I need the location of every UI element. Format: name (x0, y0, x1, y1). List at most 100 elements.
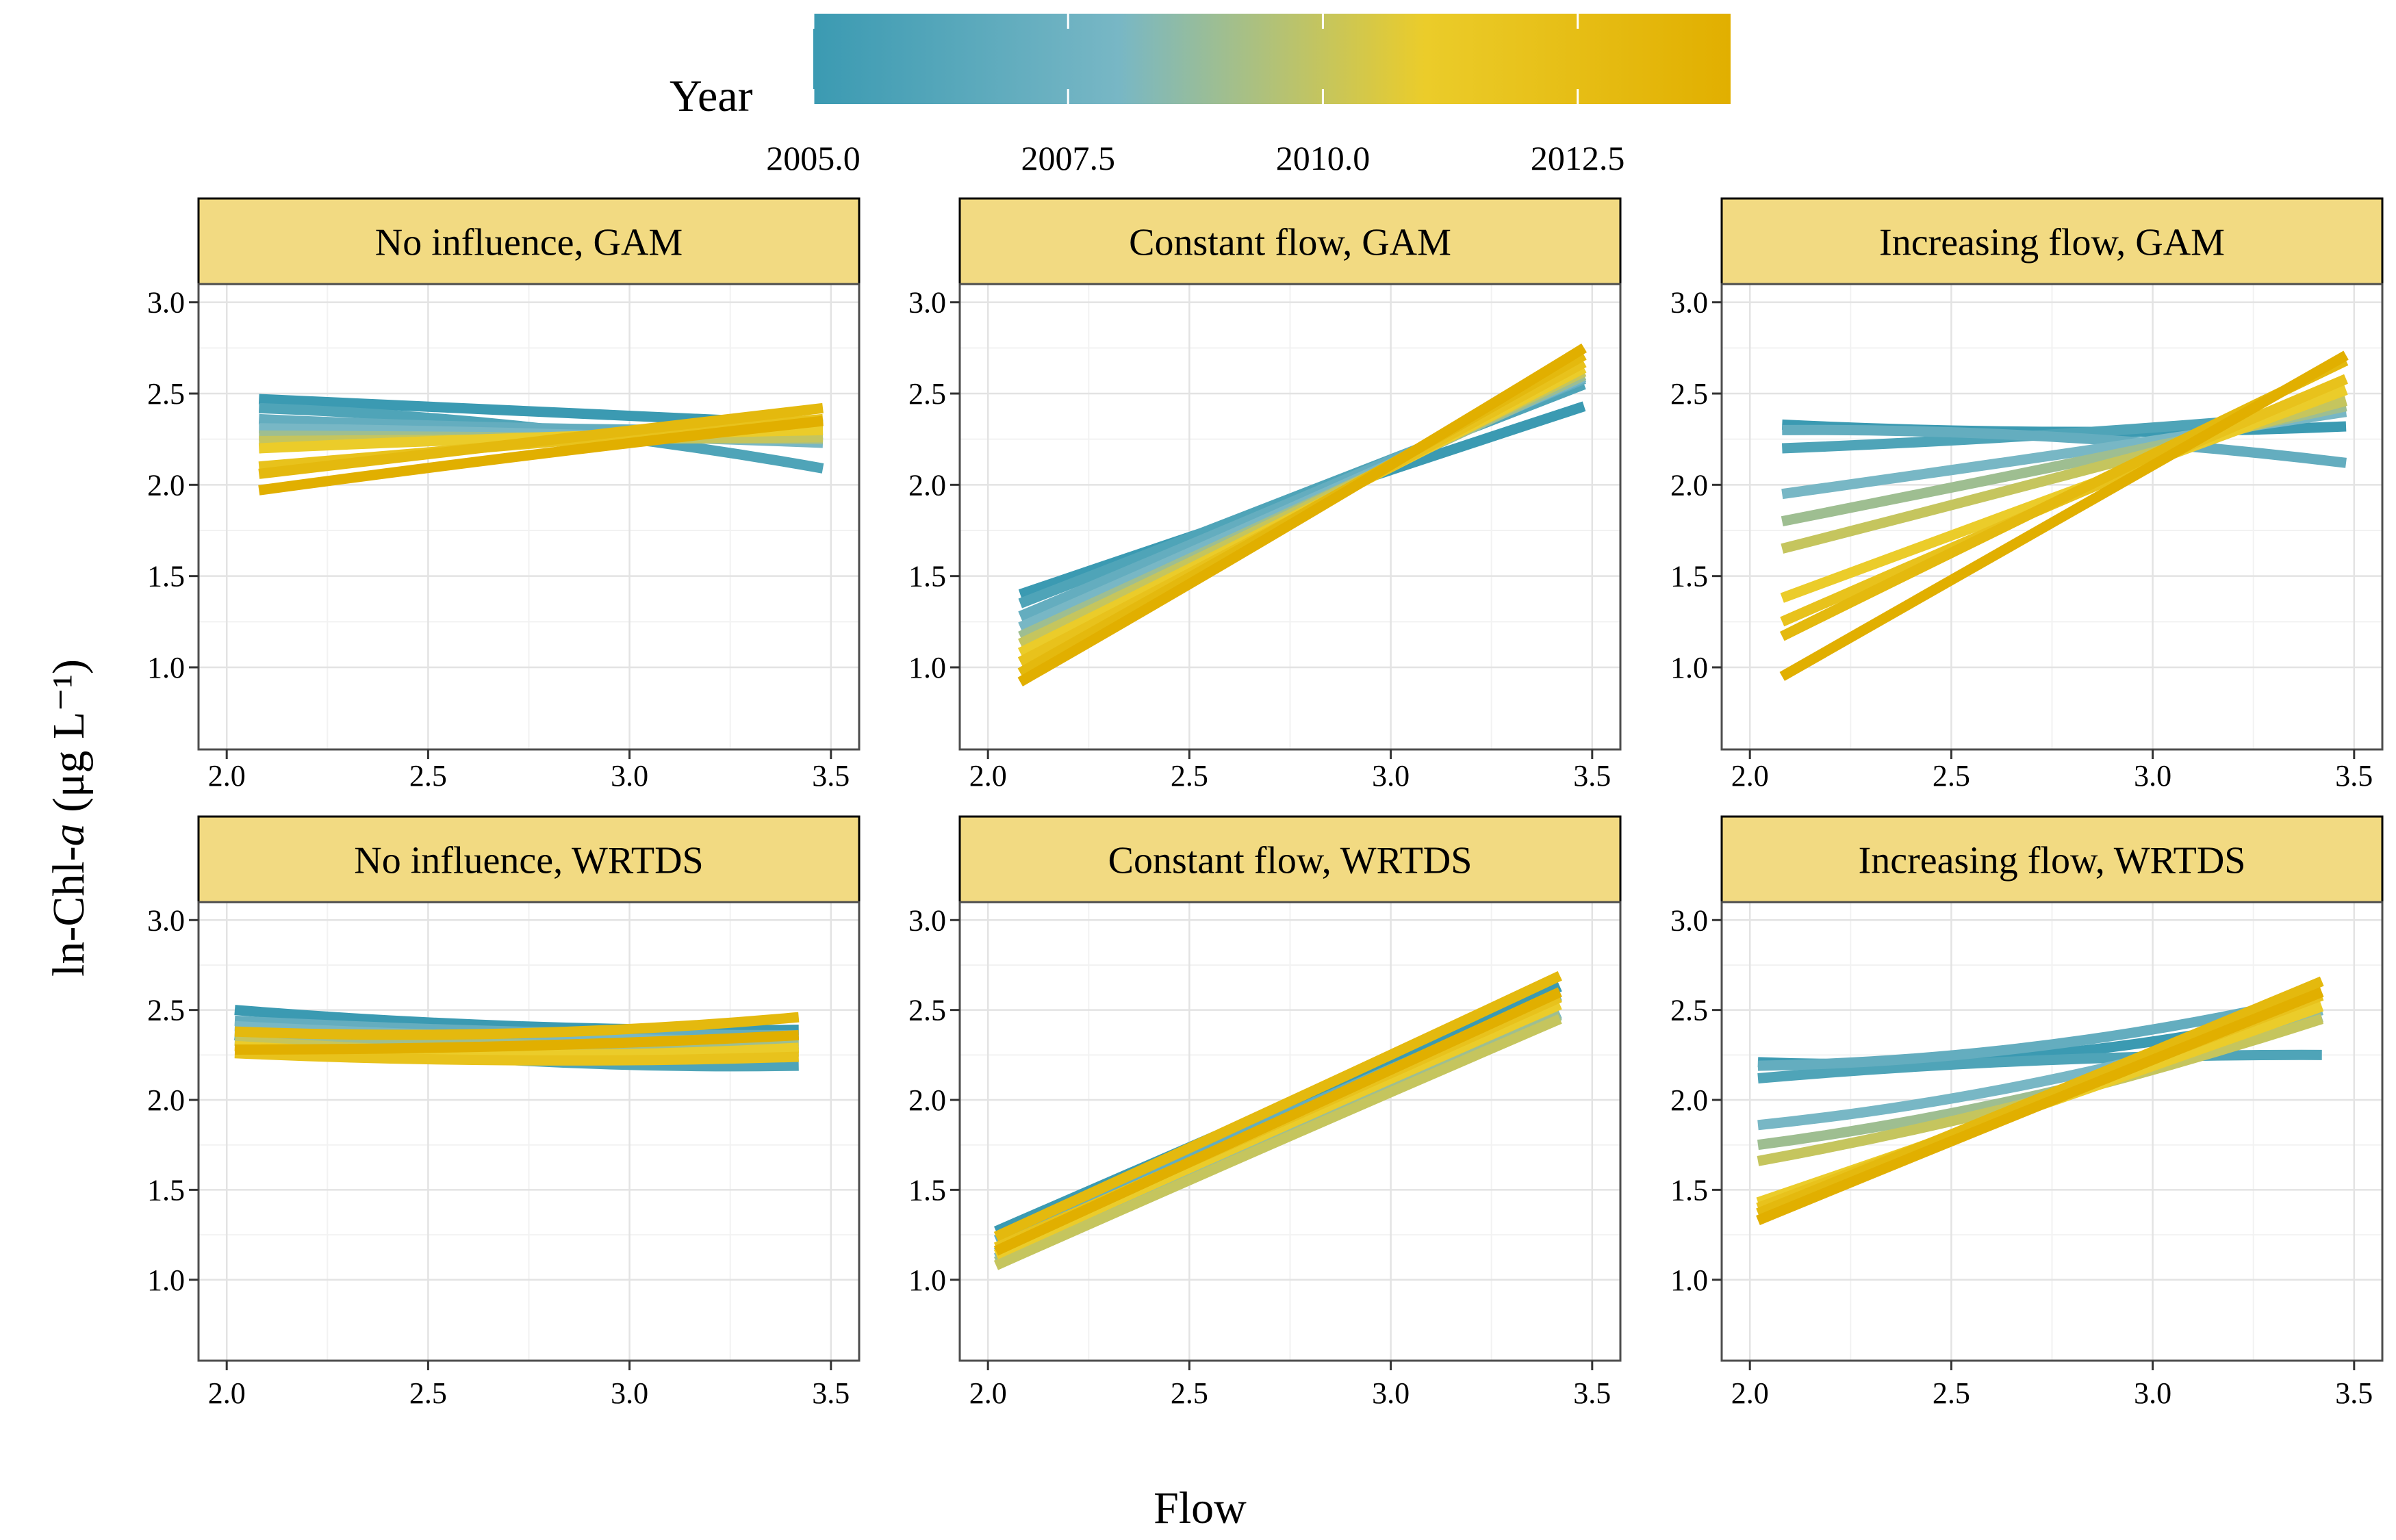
y-tick-label: 2.5 (908, 994, 946, 1027)
x-tick-label: 2.0 (1731, 1376, 1769, 1410)
y-tick-label: 1.5 (1670, 560, 1708, 593)
y-tick-label: 2.0 (1670, 1083, 1708, 1117)
y-axis-title-italic: a (44, 823, 94, 846)
panel-border (958, 901, 1622, 1362)
panel: Constant flow, GAM 1.0 1.5 2.0 2.5 3.0 2.0 2.5 3… (908, 197, 1622, 793)
legend-tick-label: 2005.0 (766, 139, 861, 177)
x-tick-label: 3.5 (812, 1376, 850, 1410)
x-tick-label: 2.5 (1933, 1376, 1970, 1410)
legend-tick-label: 2012.5 (1531, 139, 1625, 177)
y-tick-label: 2.5 (1670, 994, 1708, 1027)
x-tick-label: 2.0 (1731, 759, 1769, 793)
x-tick-label: 2.5 (409, 1376, 447, 1410)
series-line (993, 987, 1562, 1256)
y-tick-label: 3.0 (147, 903, 185, 937)
legend-title: Year (670, 71, 753, 121)
y-tick-label: 1.0 (1670, 651, 1708, 684)
y-tick-label: 2.5 (1670, 377, 1708, 411)
y-tick-label: 2.5 (147, 994, 185, 1027)
x-tick-label: 2.5 (1933, 759, 1970, 793)
panel-strip (1720, 197, 2384, 285)
panel-title: Increasing flow, WRTDS (1859, 840, 2246, 882)
y-tick-label: 1.5 (908, 1173, 946, 1207)
panel: No influence, GAM 1.0 1.5 2.0 2.5 3.0 2.0 2.5 3.… (147, 197, 861, 793)
y-tick-label: 1.0 (147, 651, 185, 684)
legend: Year 2005.0 2007.5 2010.0 2012.5 (670, 14, 1731, 177)
y-tick-label: 3.0 (1670, 286, 1708, 320)
y-tick-label: 2.0 (908, 1083, 946, 1117)
y-tick-label: 3.0 (147, 286, 185, 320)
y-tick-label: 2.0 (1670, 468, 1708, 502)
panel: Increasing flow, WRTDS 1.0 1.5 2.0 2.5 3.0 2.0… (1670, 815, 2384, 1410)
y-tick-label: 1.5 (147, 560, 185, 593)
panel-strip (958, 815, 1622, 903)
y-tick-label: 1.0 (1670, 1263, 1708, 1297)
series-line (258, 415, 824, 496)
panel-strip (197, 197, 861, 285)
series-line (258, 402, 824, 479)
series-line (234, 1029, 800, 1055)
y-tick-label: 1.0 (908, 1263, 946, 1297)
panel-border (197, 283, 861, 751)
panel-border (1720, 283, 2384, 751)
y-tick-label: 1.5 (1670, 1173, 1708, 1207)
x-tick-label: 3.5 (2335, 759, 2373, 793)
panel-border (958, 283, 1622, 751)
panel-strip (197, 815, 861, 903)
x-tick-label: 2.5 (1171, 1376, 1208, 1410)
x-tick-label: 3.0 (611, 1376, 648, 1410)
colorbar (813, 14, 1731, 104)
y-tick-label: 3.0 (1670, 903, 1708, 937)
panels: No influence, GAM 1.0 1.5 2.0 2.5 3.0 2.0 2.5 3.… (147, 197, 2384, 1410)
series-line (234, 1012, 800, 1040)
legend-ticks: 2005.0 2007.5 2010.0 2012.5 (766, 14, 1624, 177)
series-line (993, 971, 1562, 1242)
series-line (234, 1048, 799, 1066)
series-line (1756, 976, 2324, 1218)
legend-tick-label: 2007.5 (1021, 139, 1115, 177)
series-line (1017, 343, 1587, 686)
series-line (1756, 987, 2324, 1225)
x-tick-label: 3.0 (1372, 1376, 1410, 1410)
legend-tick-label: 2010.0 (1276, 139, 1371, 177)
panel-title: Increasing flow, GAM (1879, 222, 2225, 264)
series-line (1782, 424, 2347, 468)
x-tick-label: 2.5 (1171, 759, 1208, 793)
y-tick-label: 2.0 (147, 1083, 185, 1117)
series-line (1779, 350, 2349, 681)
y-tick-label: 1.0 (147, 1263, 185, 1297)
x-tick-label: 2.0 (969, 759, 1007, 793)
panel: Increasing flow, GAM 1.0 1.5 2.0 2.5 3.0 2.0 2.… (1670, 197, 2384, 793)
x-tick-label: 2.0 (208, 1376, 246, 1410)
y-tick-label: 2.0 (908, 468, 946, 502)
panel: No influence, WRTDS 1.0 1.5 2.0 2.5 3.0 2.0 2.5… (147, 815, 861, 1410)
panel-title: No influence, GAM (375, 222, 683, 264)
y-tick-label: 1.5 (147, 1173, 185, 1207)
x-tick-label: 3.5 (1573, 759, 1611, 793)
y-tick-label: 2.0 (147, 468, 185, 502)
panel-title: Constant flow, WRTDS (1108, 840, 1473, 882)
x-axis-title: Flow (1154, 1483, 1247, 1533)
x-tick-label: 3.0 (2134, 759, 2171, 793)
panel-title: Constant flow, GAM (1129, 222, 1451, 264)
panel-border (197, 901, 861, 1362)
series-line (1757, 1049, 2322, 1083)
y-axis-title-units: (μg L⁻¹) (44, 659, 94, 823)
x-tick-label: 2.5 (409, 759, 447, 793)
panel-border (1720, 901, 2384, 1362)
y-tick-label: 3.0 (908, 286, 946, 320)
x-tick-label: 3.5 (1573, 1376, 1611, 1410)
panel-title: No influence, WRTDS (354, 840, 703, 882)
y-tick-label: 2.5 (908, 377, 946, 411)
y-tick-label: 1.0 (908, 651, 946, 684)
panel-strip (958, 197, 1622, 285)
y-axis-title: ln-Chl-a (μg L⁻¹) (44, 659, 94, 977)
x-tick-label: 3.0 (1372, 759, 1410, 793)
panel: Constant flow, WRTDS 1.0 1.5 2.0 2.5 3.0 2.0 2.… (908, 815, 1622, 1410)
x-tick-label: 3.0 (611, 759, 648, 793)
y-tick-label: 2.5 (147, 377, 185, 411)
x-tick-label: 2.0 (969, 1376, 1007, 1410)
series-line (993, 1014, 1562, 1270)
x-tick-label: 3.0 (2134, 1376, 2171, 1410)
x-tick-label: 3.5 (812, 759, 850, 793)
